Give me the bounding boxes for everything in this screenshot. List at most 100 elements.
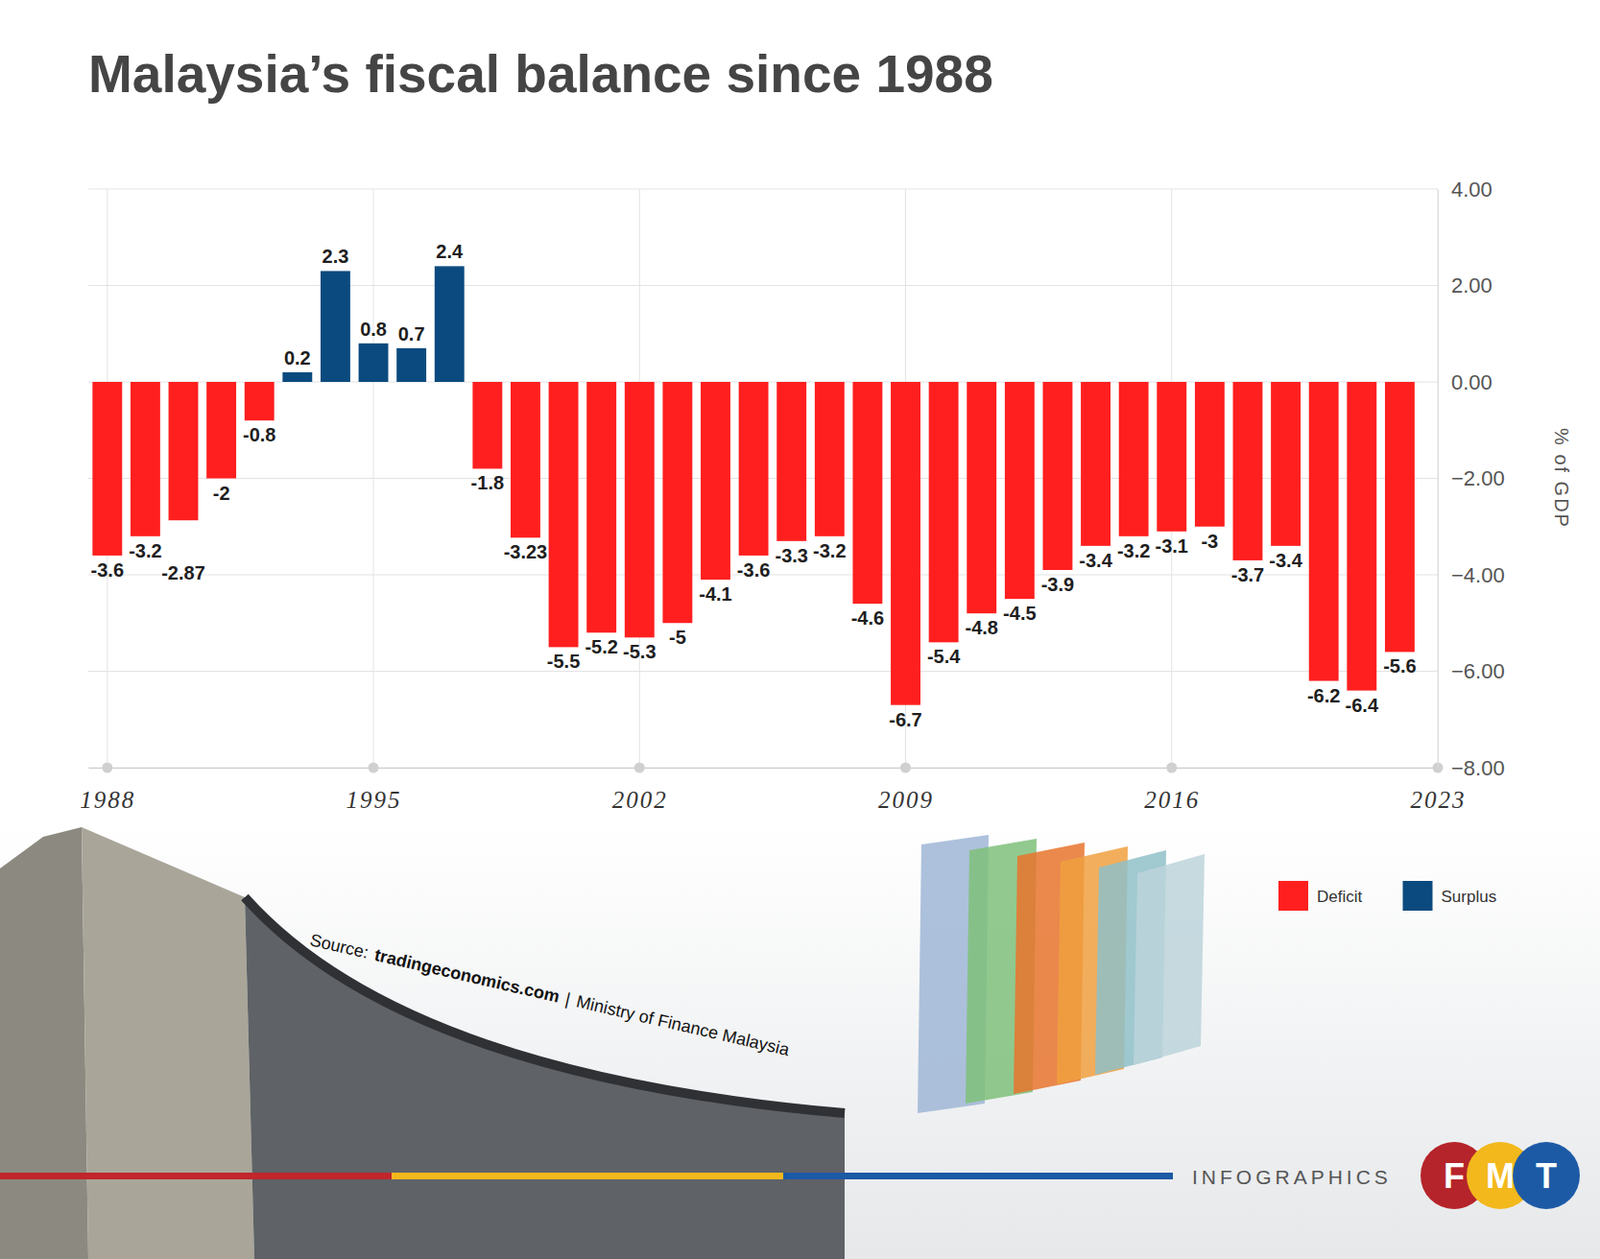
bar [168,382,199,521]
data-label: 0.8 [359,318,387,340]
data-label: -2 [213,482,231,504]
data-label: -6.7 [888,709,922,731]
footer-stripe [783,1172,1173,1180]
tick-label: 2009 [878,787,934,813]
bar [1194,382,1225,527]
bar [1309,382,1339,682]
data-label: -3 [1200,530,1218,552]
photo-ground [0,825,1600,1259]
tick: −4.00 [1437,563,1505,588]
tick: 0.00 [1437,370,1493,395]
legend-label: Deficit [1316,887,1363,907]
logo-letter: T [1535,1156,1557,1196]
data-label: -2.87 [161,562,206,584]
footer-stripe [391,1172,784,1180]
x-axis: 198819952002200920162023 [79,767,1466,813]
bar [966,382,997,614]
data-label: -6.2 [1307,685,1340,707]
banknote [1133,854,1205,1066]
tick-label: 1995 [346,787,403,813]
data-label: -1.8 [471,472,504,494]
tick-dot [368,763,380,774]
data-label: -4.8 [964,617,998,639]
data-label: -5.4 [927,645,961,668]
axis-line [1437,190,1439,769]
bar [358,343,389,383]
grid [88,189,1438,768]
grid-line [88,285,1438,287]
bar [1119,382,1149,537]
data-label: -5.5 [547,650,580,672]
bar [1233,382,1264,561]
bar [549,382,579,647]
logo-letter: F [1443,1156,1465,1196]
bar [624,382,655,638]
data-label: -5 [668,626,687,648]
tick-dot [1166,763,1177,774]
chart: Malaysia’s fiscal balance since 1988 1988… [0,0,1600,1259]
bar [662,382,693,623]
source-part: Ministry of Finance Malaysia [574,991,793,1060]
title: Malaysia’s fiscal balance since 1988 [88,44,994,104]
data-label: -5.3 [622,641,656,663]
bar [700,382,731,580]
data-label: 2.3 [322,245,350,267]
bar [510,382,541,538]
data-label: -4.6 [851,607,884,629]
tick-dot [101,763,113,774]
bar [92,382,122,556]
data-label: -3.6 [737,559,770,581]
bar [1042,382,1073,571]
data-label: -3.3 [774,545,808,567]
bars [92,265,1414,705]
tick-label: 2.00 [1451,273,1493,298]
grid-line [88,670,1438,672]
tick-dot [634,763,645,774]
data-label: -3.6 [91,559,124,581]
bar [852,382,883,604]
background-photo [0,825,1600,1259]
tick-label: −6.00 [1451,659,1505,684]
bar [739,382,769,556]
tick: 2.00 [1437,273,1493,298]
tick-label: −8.00 [1451,756,1505,781]
data-label: -4.5 [1002,602,1036,624]
building [81,827,255,1259]
source-part: Source: [308,930,371,962]
data-label: -3.2 [128,540,162,562]
data-label: -5.6 [1383,655,1416,677]
bar [434,265,465,383]
data-label: 2.4 [435,240,464,263]
bar [1385,382,1415,652]
tick-label: 4.00 [1451,177,1493,202]
bar [1270,382,1301,547]
tick: 1988 [79,767,136,813]
logo-circle [1512,1142,1580,1210]
bar [206,382,237,479]
bar [1346,382,1377,692]
data-label: 0.2 [284,347,311,369]
tick: −2.00 [1437,466,1505,491]
bar [776,382,807,542]
building-roof [244,897,845,1114]
tick-label: 2002 [612,787,669,813]
axis-title: % of GDP [1551,428,1573,529]
data-label: -3.2 [812,540,846,562]
data-label: -3.9 [1041,573,1075,596]
tick: 2016 [1144,767,1200,813]
tick-label: −2.00 [1451,466,1505,491]
bar [890,382,921,706]
data-labels: -3.6-3.2-2.87-2-0.80.22.30.80.72.4-1.8-3… [91,240,1417,730]
bar [282,372,312,383]
grid-line [373,189,375,768]
data-label: -4.1 [698,583,732,605]
tick: −8.00 [1437,756,1505,781]
tick: 2009 [878,767,934,813]
bar [472,382,502,469]
tick: 2002 [612,767,669,813]
legend-label: Surplus [1441,887,1498,907]
grid-line [1437,189,1439,768]
bar [1080,382,1111,547]
data-label: -5.2 [584,636,618,658]
data-label: -3.7 [1231,564,1265,586]
